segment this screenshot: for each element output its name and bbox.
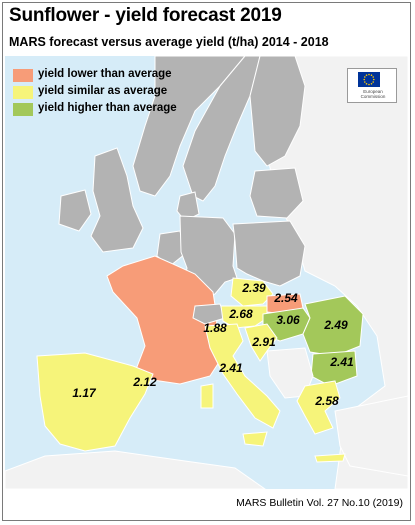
value-label-greece: 2.58 [315,394,339,408]
greece-region [296,380,341,435]
france-region [106,255,224,385]
value-label-france-west: 2.12 [133,375,157,389]
turkey [334,395,408,477]
legend-swatch-higher [13,103,33,116]
poland [232,220,306,287]
benelux [156,230,186,267]
value-label-czechia: 2.39 [242,281,266,295]
map-subtitle: MARS forecast versus average yield (t/ha… [9,35,329,49]
value-label-slovakia: 2.54 [274,291,298,305]
baltics [249,167,304,219]
map-svg [5,56,408,489]
value-label-croatia: 2.91 [252,335,276,349]
iberia-region [36,352,154,452]
north-africa [5,450,266,489]
legend-item-higher: yield higher than average [13,102,203,119]
czechia-region [230,277,274,307]
ireland [58,189,92,232]
map-legend: yield lower than average yield similar a… [13,68,203,119]
united-kingdom [90,147,144,253]
map-title: Sunflower - yield forecast 2019 [9,5,282,26]
european-commission-logo: European Commission [347,68,397,103]
italy-region [204,323,281,429]
legend-label-similar: yield similar as average [38,85,168,97]
legend-item-lower: yield lower than average [13,68,203,85]
value-label-italy: 2.41 [219,361,243,375]
logo-text: European Commission [360,89,386,99]
legend-label-lower: yield lower than average [38,68,172,80]
value-label-romania: 2.49 [324,318,348,332]
value-label-hungary: 3.06 [276,313,300,327]
switzerland [192,303,226,325]
sweden [182,56,261,202]
europe-map [5,56,408,489]
sicily [242,431,268,447]
legend-item-similar: yield similar as average [13,85,203,102]
value-label-spain: 1.17 [72,386,96,400]
finland [249,56,306,167]
legend-swatch-lower [13,69,33,82]
sardinia [200,383,214,409]
value-label-france: 1.88 [203,321,227,335]
legend-label-higher: yield higher than average [38,102,177,114]
legend-swatch-similar [13,86,33,99]
bulletin-footer: MARS Bulletin Vol. 27 No.10 (2019) [236,497,403,509]
eu-flag-icon [358,72,380,87]
value-label-bulgaria: 2.41 [330,355,354,369]
crete [314,453,346,463]
value-label-austria: 2.68 [229,307,253,321]
